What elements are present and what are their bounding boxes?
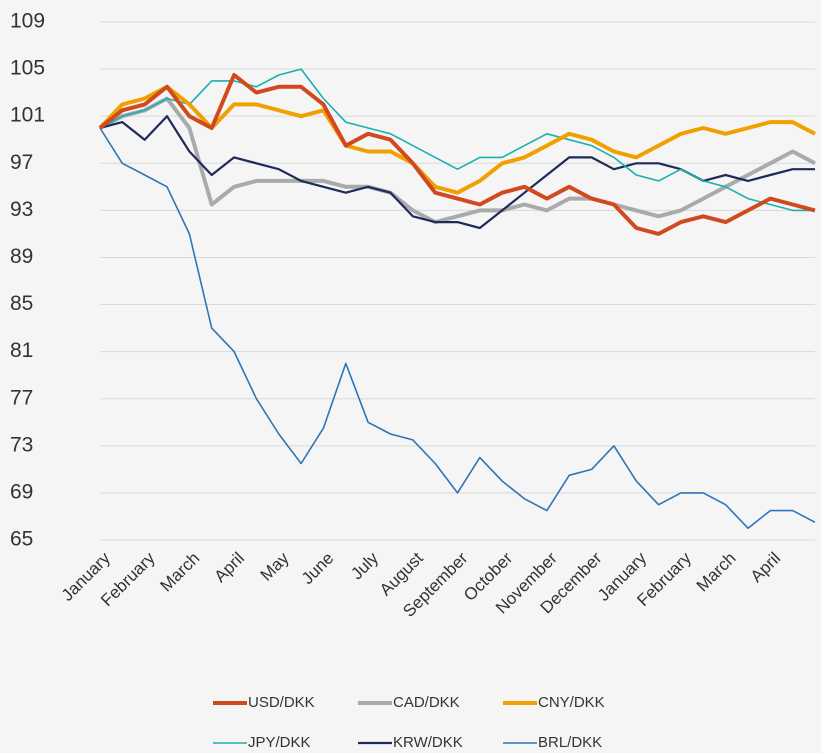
y-tick-label: 105 — [10, 57, 45, 80]
legend-label: BRL/DKK — [538, 734, 602, 751]
x-tick-label: March — [693, 549, 740, 596]
legend-label: CNY/DKK — [538, 694, 605, 711]
series-line — [98, 84, 816, 195]
legend-label: USD/DKK — [248, 694, 315, 711]
y-tick-label: 97 — [10, 151, 33, 174]
y-tick-label: 81 — [10, 339, 33, 362]
y-tick-label: 109 — [10, 10, 45, 33]
series-line — [98, 73, 816, 236]
legend-label: CAD/DKK — [393, 694, 460, 711]
y-tick-label: 89 — [10, 245, 33, 268]
y-tick-label: 73 — [10, 433, 33, 456]
x-tick-label: June — [298, 549, 338, 589]
y-tick-label: 65 — [10, 528, 33, 551]
y-tick-label: 69 — [10, 480, 33, 503]
legend-label: JPY/DKK — [248, 734, 311, 751]
x-tick-label: April — [747, 549, 784, 586]
x-tick-label: March — [157, 549, 204, 596]
series-line — [99, 68, 815, 212]
y-tick-label: 101 — [10, 104, 45, 127]
legend-label: KRW/DKK — [393, 734, 463, 751]
y-tick-label: 77 — [10, 386, 33, 409]
x-tick-label: April — [211, 549, 248, 586]
series-line — [99, 127, 816, 530]
series-line — [99, 96, 816, 225]
y-tick-label: 93 — [10, 198, 33, 221]
series-line — [99, 115, 815, 230]
x-tick-label: May — [257, 548, 293, 584]
y-tick-label: 85 — [10, 292, 33, 315]
x-tick-label: July — [347, 548, 382, 583]
